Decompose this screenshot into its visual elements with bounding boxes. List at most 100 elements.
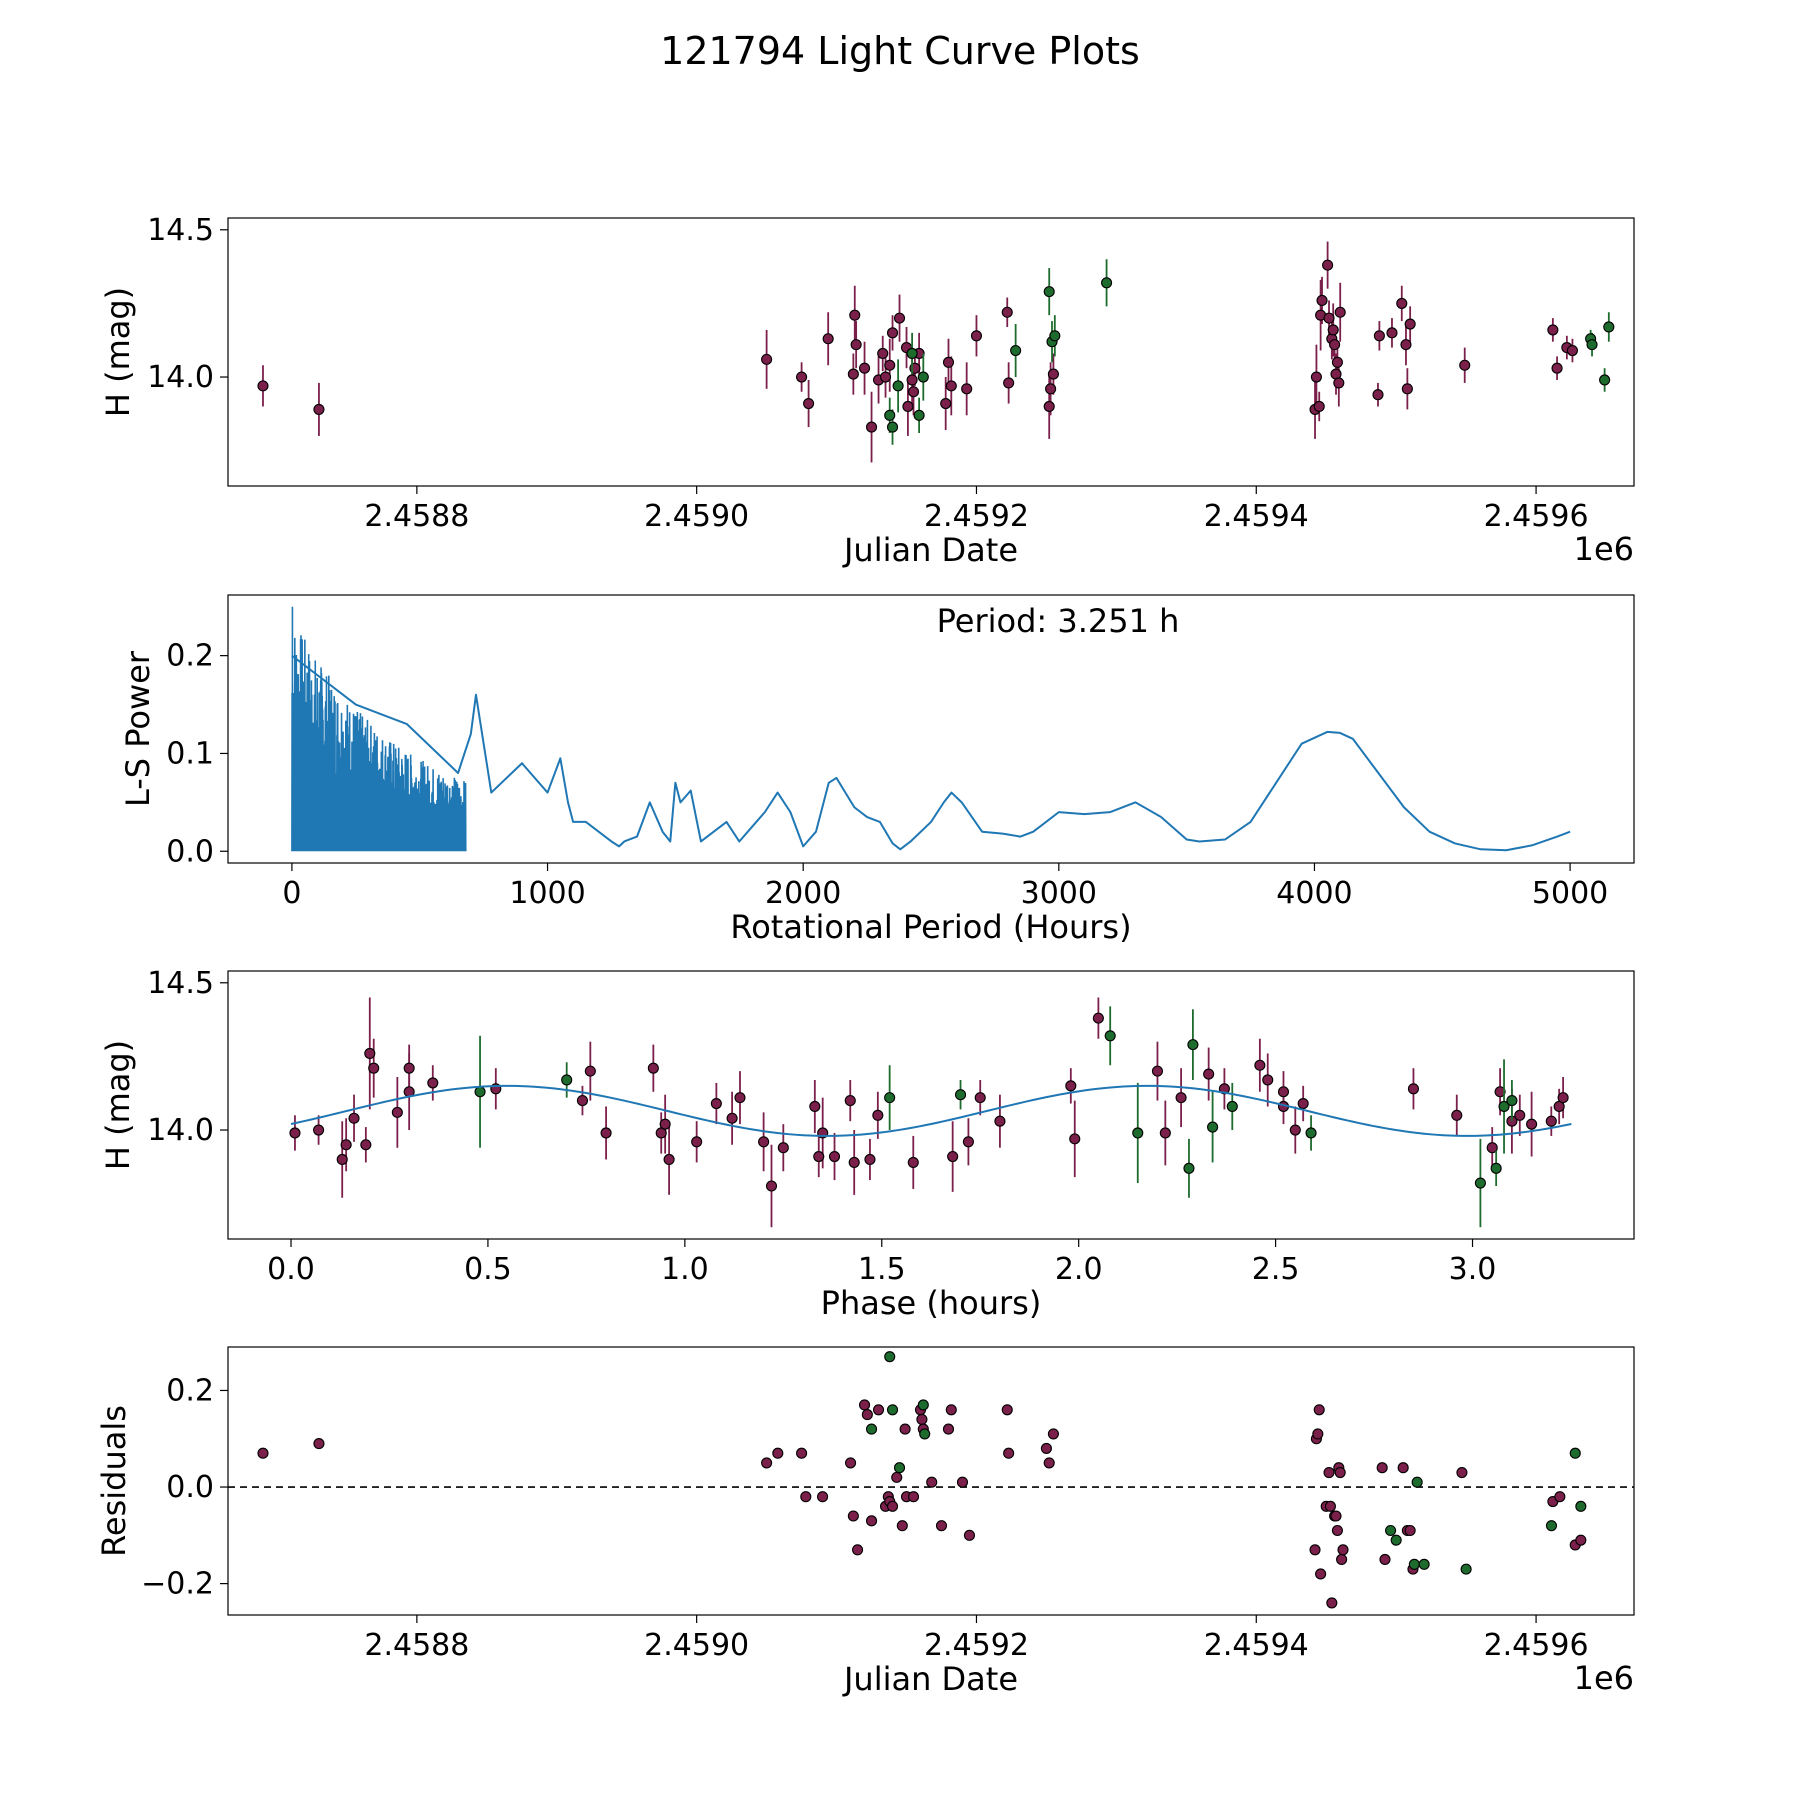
data-point-survey_a — [663, 1153, 675, 1166]
data-point-survey_b — [1049, 330, 1061, 342]
y-tick-label: 0.2 — [166, 1373, 214, 1408]
data-point-survey_a — [1159, 1127, 1171, 1139]
residuals-ylabel: Residuals — [95, 1405, 133, 1557]
data-point-survey_b — [865, 1423, 878, 1435]
y-tick-label: 0.0 — [166, 1470, 214, 1505]
data-point-survey_a — [1494, 1086, 1506, 1098]
lightcurve-offset-label: 1e6 — [1574, 530, 1634, 568]
data-point-survey_a — [1254, 1059, 1266, 1071]
data-point-survey_b — [1101, 277, 1113, 289]
data-point-survey_b — [1132, 1127, 1144, 1139]
y-tick-label: −0.2 — [141, 1567, 214, 1602]
data-point-survey_a — [850, 339, 862, 351]
data-point-survey_b — [1411, 1476, 1423, 1488]
figure-title: 121794 Light Curve Plots — [660, 29, 1140, 73]
x-tick-label: 0.5 — [464, 1252, 512, 1287]
data-point-survey_a — [896, 1520, 908, 1532]
data-point-survey_a — [849, 309, 861, 321]
data-point-survey_a — [1323, 312, 1335, 324]
data-point-survey_a — [970, 330, 983, 342]
data-point-survey_a — [1336, 1553, 1348, 1566]
data-point-survey_a — [1069, 1133, 1081, 1145]
data-point-survey_a — [1397, 1462, 1409, 1474]
data-point-survey_a — [893, 312, 906, 324]
data-point-survey_a — [1557, 1092, 1569, 1104]
phased-marks — [289, 997, 1572, 1228]
data-point-survey_a — [935, 1520, 948, 1532]
y-tick-label: 14.5 — [147, 966, 214, 1001]
x-tick-label: 2.4592 — [924, 499, 1029, 534]
x-tick-label: 2.5 — [1252, 1252, 1300, 1287]
data-point-survey_a — [340, 1139, 352, 1151]
x-tick-label: 2.4594 — [1204, 499, 1309, 534]
x-tick-label: 2.0 — [1055, 1252, 1103, 1287]
data-point-survey_a — [1554, 1491, 1566, 1503]
data-point-survey_a — [847, 1510, 859, 1522]
data-point-survey_a — [809, 1100, 821, 1113]
data-point-survey_a — [942, 356, 955, 368]
data-point-survey_b — [886, 421, 899, 433]
data-point-survey_a — [1486, 1142, 1498, 1154]
data-point-survey_a — [1003, 1447, 1015, 1459]
data-point-survey_a — [758, 1136, 770, 1148]
lightcurve-ylabel: H (mag) — [99, 287, 137, 417]
data-point-survey_a — [647, 1062, 659, 1074]
data-point-survey_b — [884, 1092, 896, 1104]
data-point-survey_a — [313, 1438, 325, 1450]
data-point-survey_a — [360, 1139, 372, 1151]
data-point-survey_a — [1092, 1012, 1104, 1024]
data-point-survey_a — [891, 1471, 903, 1483]
data-point-survey_b — [1305, 1127, 1317, 1139]
data-point-survey_a — [391, 1106, 403, 1118]
data-point-survey_a — [962, 1136, 974, 1148]
data-point-survey_b — [913, 409, 925, 421]
phased-panel: 0.0 0.5 1.0 1.5 2.0 2.5 3.0 14.0 14.5 Phase (hou… — [99, 966, 1635, 1322]
periodogram-panel: 0 1000 2000 3000 4000 5000 0.0 0.1 0.2 Period: 3… — [119, 594, 1635, 946]
data-point-survey_a — [761, 1457, 773, 1469]
data-point-survey_a — [1047, 368, 1059, 380]
data-point-survey_a — [1337, 1544, 1349, 1556]
data-point-survey_a — [1333, 377, 1345, 389]
x-tick-label: 0 — [282, 876, 301, 911]
data-point-survey_a — [1065, 1080, 1077, 1092]
x-tick-label: 2.4596 — [1484, 1628, 1589, 1663]
data-point-survey_a — [1566, 344, 1578, 357]
x-tick-label: 4000 — [1276, 876, 1352, 911]
data-point-survey_a — [845, 1457, 857, 1469]
periodogram-ylabel: L-S Power — [119, 650, 157, 807]
data-point-survey_a — [1043, 400, 1055, 413]
y-tick-label: 14.5 — [147, 213, 214, 248]
periodogram-axes-frame — [227, 594, 1635, 864]
data-point-survey_b — [917, 1399, 929, 1411]
data-point-survey_a — [1297, 1097, 1309, 1110]
data-point-survey_b — [892, 380, 904, 392]
data-point-survey_a — [828, 1150, 841, 1163]
data-point-survey_a — [1404, 318, 1416, 330]
data-point-survey_a — [1386, 327, 1398, 339]
data-point-survey_a — [879, 371, 892, 383]
data-point-survey_a — [861, 1409, 873, 1421]
data-point-survey_a — [710, 1097, 722, 1110]
residuals-axes-frame — [227, 1346, 1635, 1616]
data-point-survey_a — [974, 1092, 986, 1104]
y-tick-label: 0.2 — [166, 639, 214, 674]
lightcurve-xlabel: Julian Date — [842, 531, 1018, 569]
data-point-survey_a — [1316, 294, 1328, 307]
x-tick-label: 1.5 — [858, 1252, 906, 1287]
data-point-survey_a — [817, 1491, 829, 1503]
data-point-survey_b — [1418, 1558, 1430, 1570]
data-point-survey_a — [803, 397, 815, 410]
data-point-survey_b — [1187, 1039, 1199, 1051]
data-point-survey_a — [886, 1500, 899, 1512]
data-point-survey_a — [1551, 362, 1563, 374]
data-point-survey_b — [917, 371, 929, 383]
x-tick-label: 3000 — [1021, 876, 1097, 911]
y-tick-label: 0.0 — [166, 834, 214, 869]
data-point-survey_a — [961, 383, 973, 395]
data-point-survey_a — [884, 359, 896, 371]
periodogram-marks — [291, 606, 1571, 852]
data-point-survey_a — [1376, 1462, 1388, 1474]
data-point-survey_a — [1459, 359, 1471, 371]
data-point-survey_a — [926, 1476, 938, 1488]
data-point-survey_a — [907, 386, 920, 398]
